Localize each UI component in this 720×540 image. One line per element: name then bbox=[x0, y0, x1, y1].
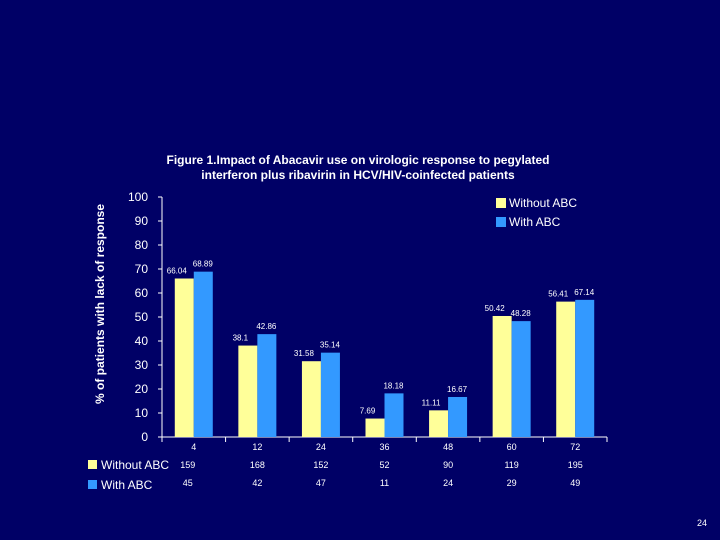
data-label: 11.11 bbox=[422, 398, 441, 407]
table-cell: 45 bbox=[183, 478, 193, 488]
y-tick-label: 80 bbox=[135, 238, 149, 252]
data-label: 16.67 bbox=[447, 385, 468, 394]
bar-with-abc bbox=[384, 393, 404, 437]
y-tick-label: 60 bbox=[135, 286, 149, 300]
x-tick-label: 24 bbox=[316, 442, 326, 452]
data-label: 35.14 bbox=[320, 341, 341, 350]
table-cell: 11 bbox=[380, 478, 389, 488]
table-row-label: Without ABC bbox=[101, 458, 169, 472]
table-cell: 49 bbox=[570, 478, 580, 488]
data-label: 7.69 bbox=[360, 407, 376, 416]
data-label: 38.1 bbox=[233, 334, 249, 343]
bar-without-abc bbox=[365, 418, 385, 437]
table-cell: 159 bbox=[180, 460, 195, 470]
page-number: 24 bbox=[696, 518, 707, 528]
data-label: 67.14 bbox=[574, 288, 595, 297]
y-tick-label: 10 bbox=[135, 406, 149, 420]
table-cell: 168 bbox=[250, 460, 265, 470]
table-cell: 47 bbox=[316, 478, 326, 488]
x-tick-label: 72 bbox=[570, 442, 580, 452]
table-row-label: With ABC bbox=[101, 478, 153, 492]
bar-without-abc bbox=[556, 301, 576, 437]
table-cell: 90 bbox=[443, 460, 453, 470]
bar-with-abc bbox=[575, 299, 595, 437]
table-cell: 152 bbox=[313, 460, 328, 470]
table-cell: 42 bbox=[252, 478, 262, 488]
bar-without-abc bbox=[429, 410, 449, 437]
data-label: 48.28 bbox=[511, 309, 532, 318]
legend-swatch bbox=[496, 198, 506, 208]
data-label: 42.86 bbox=[256, 322, 277, 331]
data-label: 66.04 bbox=[167, 267, 188, 276]
data-label: 31.58 bbox=[294, 349, 315, 358]
data-label: 68.89 bbox=[193, 260, 214, 269]
bar-without-abc bbox=[238, 345, 258, 437]
bar-with-abc bbox=[320, 352, 340, 437]
table-cell: 29 bbox=[507, 478, 517, 488]
table-cell: 52 bbox=[379, 460, 389, 470]
bar-without-abc bbox=[492, 315, 512, 437]
table-swatch bbox=[88, 460, 97, 469]
bar-with-abc bbox=[257, 334, 277, 437]
table-swatch bbox=[88, 480, 97, 489]
x-tick-label: 36 bbox=[379, 442, 389, 452]
y-tick-label: 0 bbox=[141, 430, 148, 444]
x-tick-label: 48 bbox=[443, 442, 453, 452]
x-tick-label: 60 bbox=[507, 442, 517, 452]
chart-title: interferon plus ribavirin in HCV/HIV-coi… bbox=[201, 168, 515, 182]
table-cell: 24 bbox=[443, 478, 453, 488]
x-tick-label: 4 bbox=[191, 442, 196, 452]
table-cell: 195 bbox=[568, 460, 583, 470]
bar-with-abc bbox=[511, 321, 531, 437]
legend-label: Without ABC bbox=[509, 196, 577, 210]
y-tick-label: 50 bbox=[135, 310, 149, 324]
y-tick-label: 30 bbox=[135, 358, 149, 372]
y-axis-label: % of patients with lack of response bbox=[93, 204, 107, 404]
bar-without-abc bbox=[174, 278, 194, 437]
y-tick-label: 70 bbox=[135, 262, 149, 276]
bar-with-abc bbox=[448, 396, 468, 437]
y-tick-label: 90 bbox=[135, 214, 149, 228]
legend-swatch bbox=[496, 217, 506, 227]
data-label: 50.42 bbox=[485, 304, 506, 313]
legend-label: With ABC bbox=[509, 215, 561, 229]
y-tick-label: 100 bbox=[128, 190, 148, 204]
bar-without-abc bbox=[301, 361, 321, 437]
x-tick-label: 12 bbox=[252, 442, 262, 452]
data-label: 56.41 bbox=[548, 290, 569, 299]
y-tick-label: 20 bbox=[135, 382, 149, 396]
data-label: 18.18 bbox=[383, 381, 404, 390]
y-tick-label: 40 bbox=[135, 334, 149, 348]
chart-title: Figure 1.Impact of Abacavir use on virol… bbox=[167, 153, 550, 167]
bar-with-abc bbox=[193, 271, 213, 437]
table-cell: 119 bbox=[504, 460, 518, 470]
